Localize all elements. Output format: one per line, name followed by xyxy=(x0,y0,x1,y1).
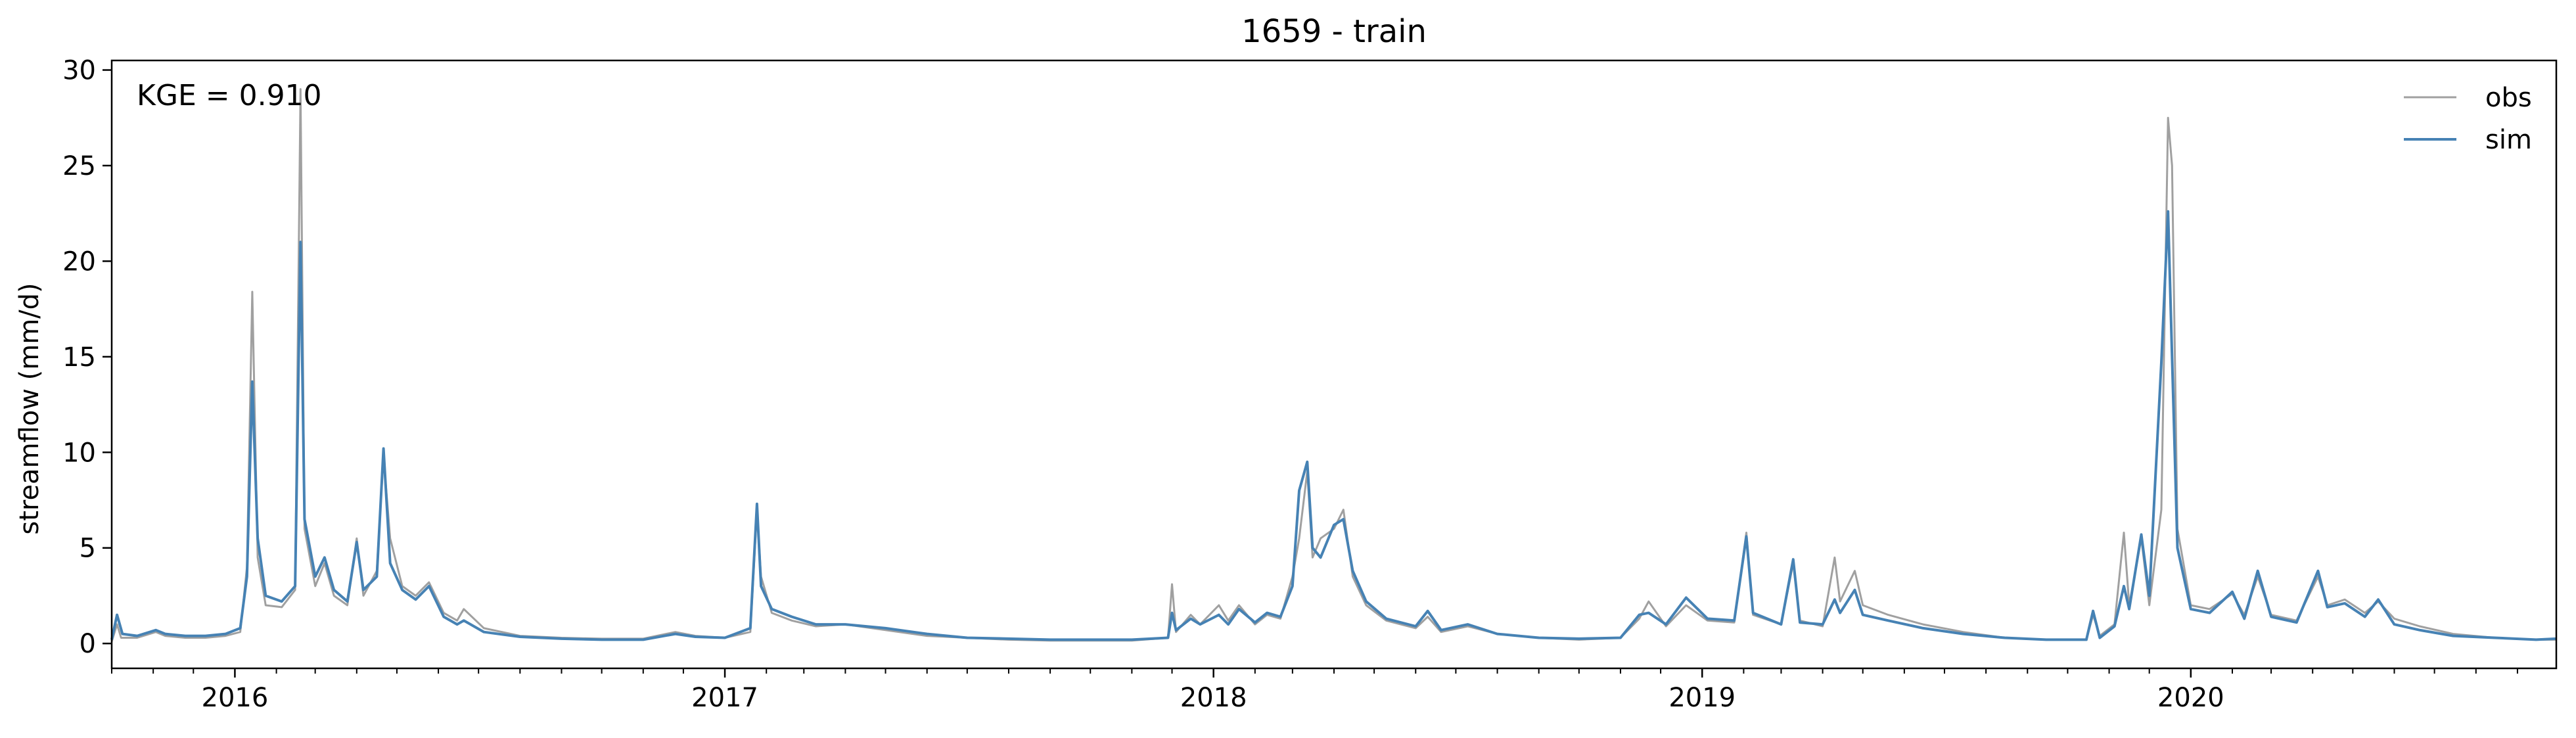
x-axis: 2016 2017 2018 2019 2020 xyxy=(111,668,2518,713)
x-tick-label: 2017 xyxy=(691,683,758,713)
y-tick-label: 5 xyxy=(80,534,96,564)
chart-title: 1659 - train xyxy=(1241,13,1427,50)
x-tick-label: 2020 xyxy=(2157,683,2224,713)
series-layer xyxy=(110,88,2557,642)
x-tick-label: 2016 xyxy=(202,683,269,713)
y-axis: 0 5 10 15 20 25 30 xyxy=(62,56,112,659)
y-tick-label: 25 xyxy=(62,151,96,181)
y-tick-label: 15 xyxy=(62,342,96,373)
legend: obs sim xyxy=(2404,83,2532,155)
legend-label-sim: sim xyxy=(2485,125,2532,155)
y-axis-title: streamflow (mm/d) xyxy=(14,283,45,534)
series-line-sim xyxy=(110,210,2557,641)
x-tick-label: 2018 xyxy=(1180,683,1247,713)
kge-annotation: KGE = 0.910 xyxy=(137,79,322,112)
y-tick-label: 0 xyxy=(80,629,96,659)
legend-label-obs: obs xyxy=(2485,83,2532,113)
y-tick-label: 10 xyxy=(62,438,96,468)
y-tick-label: 30 xyxy=(62,56,96,86)
x-tick-label: 2019 xyxy=(1668,683,1736,713)
y-tick-label: 20 xyxy=(62,246,96,277)
